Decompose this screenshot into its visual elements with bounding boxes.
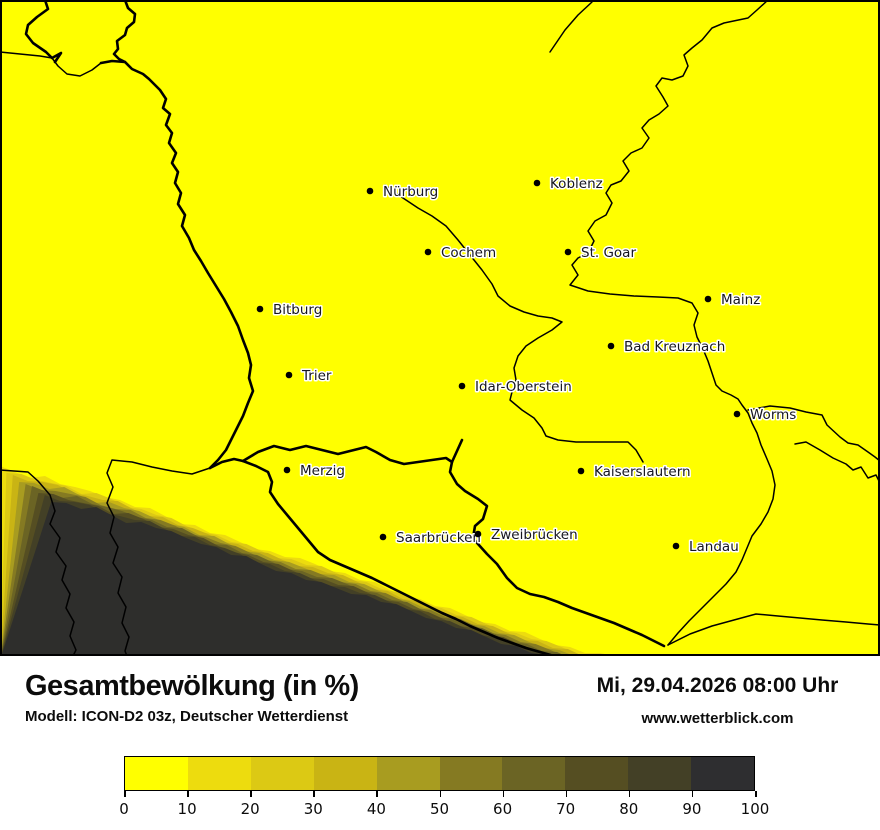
legend-segment (502, 757, 566, 790)
state-border-line (384, 184, 644, 463)
city-marker (366, 187, 374, 195)
state-border-line (208, 457, 556, 656)
city-label: Worms (750, 407, 796, 423)
map-canvas: Nürburg Koblenz Cochem St. Goar Bitburg Mainz… (0, 0, 880, 656)
city-marker (607, 342, 615, 350)
state-border-line (794, 441, 880, 484)
legend-bar (124, 756, 755, 791)
city-marker (283, 466, 291, 474)
legend-segment (691, 757, 755, 790)
state-border-line (0, 51, 53, 59)
city-marker (672, 542, 680, 550)
legend-tickmark (187, 791, 189, 797)
legend-tickmark (502, 791, 505, 797)
legend-tick-label: 60 (493, 800, 513, 818)
legend-tick-label: 80 (619, 800, 639, 818)
city-marker (424, 248, 432, 256)
state-border-line (99, 59, 127, 65)
legend-segment (439, 757, 503, 790)
legend-tick-label: 100 (740, 800, 770, 818)
legend-tick-label: 50 (429, 800, 450, 818)
city-label: Kaiserslautern (594, 464, 691, 480)
legend-tickmark (755, 791, 757, 797)
legend-tickmark (250, 791, 252, 797)
city-label: Merzig (300, 463, 345, 479)
legend-tick-label: 70 (556, 800, 576, 818)
forecast-datetime: Mi, 29.04.2026 08:00 Uhr (596, 674, 839, 697)
legend-segment (628, 757, 692, 790)
city-label: Nürburg (383, 184, 438, 200)
map-frame (0, 0, 880, 656)
legend-tickmark (376, 791, 378, 797)
legend-segment (313, 757, 377, 790)
city-marker (577, 467, 585, 475)
legend-tick-label: 90 (682, 800, 702, 818)
model-caption: Modell: ICON-D2 03z, Deutscher Wetterdie… (25, 708, 349, 725)
state-border-line (51, 57, 102, 77)
state-border-line (106, 459, 211, 656)
state-border-line (667, 613, 880, 646)
website-label: www.wetterblick.com (641, 710, 794, 727)
state-border-line (549, 1, 593, 53)
legend-segment (376, 757, 440, 790)
legend-tick-label: 30 (303, 800, 323, 818)
state-border-line (0, 469, 77, 656)
cloud-cover-band (1, 502, 549, 656)
city-label: Koblenz (550, 176, 603, 192)
city-marker (285, 371, 293, 379)
city-marker (564, 248, 572, 256)
city-label: Landau (689, 539, 739, 555)
city-label: Mainz (721, 292, 760, 308)
legend-tickmark (439, 791, 442, 797)
city-label: St. Goar (581, 245, 636, 261)
legend-segment (565, 757, 629, 790)
state-border-line (569, 0, 776, 646)
city-marker (533, 179, 541, 187)
legend-segment (250, 757, 314, 790)
state-border-line (448, 460, 666, 648)
map-footer: Gesamtbewölkung (in %) Modell: ICON-D2 0… (0, 656, 880, 830)
city-marker (458, 382, 466, 390)
legend-tick-label: 20 (240, 800, 260, 818)
legend-tickmark (628, 791, 631, 797)
city-label: Trier (301, 368, 332, 384)
city-marker (379, 533, 387, 541)
city-label: Idar-Oberstein (475, 379, 572, 395)
city-marker (733, 410, 741, 418)
legend-tick-label: 40 (366, 800, 386, 818)
legend-segment (187, 757, 251, 790)
city-marker (704, 295, 712, 303)
state-border-line (241, 438, 464, 466)
legend-tick-label: 0 (119, 800, 129, 818)
city-label: Saarbrücken (396, 530, 481, 546)
legend-tickmark (313, 791, 315, 797)
page-title: Gesamtbewölkung (in %) (25, 670, 359, 702)
legend-segment (125, 757, 188, 790)
city-label: Cochem (441, 245, 496, 261)
city-label: Bitburg (273, 302, 322, 318)
legend-tick-label: 10 (177, 800, 197, 818)
city-marker (256, 305, 264, 313)
legend-tickmark (691, 791, 694, 797)
state-border-line (747, 405, 880, 462)
legend-tickmark (565, 791, 568, 797)
legend-tickmark (124, 791, 126, 797)
city-label: Zweibrücken (491, 527, 578, 543)
state-border-line (112, 0, 255, 470)
city-label: Bad Kreuznach (624, 339, 725, 355)
cloud-cover-map: Nürburg Koblenz Cochem St. Goar Bitburg Mainz… (0, 0, 880, 656)
city-marker (474, 530, 482, 538)
state-border-line (24, 0, 63, 64)
